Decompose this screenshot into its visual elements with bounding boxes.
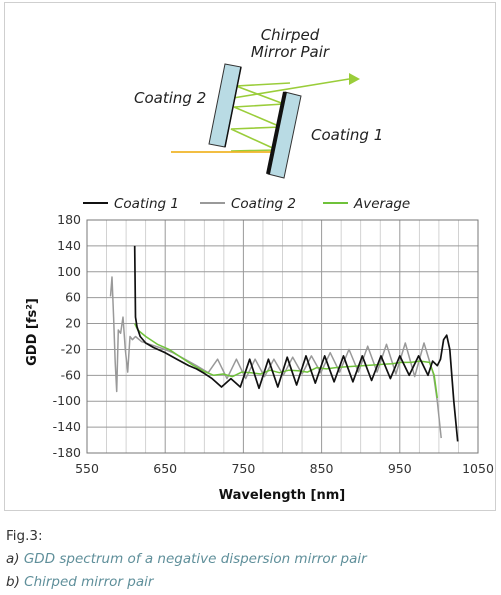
plot-border <box>86 219 479 454</box>
legend-label-coating1: Coating 1 <box>114 196 179 212</box>
x-tick-label: 1050 <box>462 461 494 476</box>
y-tick-labels: 180 140 100 60 20 -20 -60 -100 -140 -180 <box>53 212 81 460</box>
figure-canvas: Chirped Mirror Pair Coating 2 Coating 1 … <box>25 26 494 503</box>
chart-legend: Coating 1 Coating 2 Average <box>83 196 410 212</box>
y-tick-label: -180 <box>53 445 81 460</box>
series-line-coating-2 <box>109 276 442 439</box>
y-tick-label: 180 <box>57 212 81 227</box>
gdd-plot: 180 140 100 60 20 -20 -60 -100 -140 -180 550 650 75… <box>25 212 494 503</box>
coating2-mirror <box>208 63 242 148</box>
caption-line-b: b) Chirped mirror pair <box>6 574 153 590</box>
plot-grid <box>86 219 479 454</box>
x-tick-labels: 550 650 750 850 950 1050 <box>75 461 494 476</box>
caption-line-a: a) GDD spectrum of a negative dispersion… <box>6 551 367 567</box>
y-tick-label: 100 <box>57 264 81 279</box>
caption-a-text: GDD spectrum of a negative dispersion mi… <box>23 551 367 567</box>
x-tick-label: 850 <box>310 461 334 476</box>
legend-label-coating2: Coating 2 <box>231 196 296 212</box>
reflected-beams <box>230 78 350 152</box>
y-tick-label: 60 <box>65 290 81 305</box>
coating1-label: Coating 1 <box>311 126 383 144</box>
x-tick-label: 650 <box>153 461 177 476</box>
plot-series <box>109 245 459 442</box>
x-axis-title: Wavelength [nm] <box>219 488 345 503</box>
coating1-mirror <box>266 91 302 179</box>
y-tick-label: 20 <box>65 316 81 331</box>
coating2-label: Coating 2 <box>134 89 206 107</box>
diagram-title-line2: Mirror Pair <box>251 43 330 61</box>
y-axis-title: GDD [fs²] <box>25 298 40 366</box>
caption-b-prefix: b) <box>6 574 20 590</box>
y-tick-label: -20 <box>61 341 81 356</box>
figure-frame <box>4 2 496 511</box>
y-tick-label: 140 <box>57 238 81 253</box>
caption-a-prefix: a) <box>6 551 20 567</box>
series-line-coating-1 <box>133 245 459 442</box>
x-tick-label: 550 <box>75 461 99 476</box>
figure-caption-label: Fig.3: <box>6 528 43 544</box>
caption-b-text: Chirped mirror pair <box>24 574 154 590</box>
diagram-title-line1: Chirped <box>261 26 320 44</box>
y-tick-label: -60 <box>61 367 81 382</box>
mirror-diagram: Chirped Mirror Pair Coating 2 Coating 1 <box>134 26 383 179</box>
x-tick-label: 950 <box>388 461 412 476</box>
x-tick-label: 750 <box>231 461 255 476</box>
output-arrow-icon <box>349 73 360 85</box>
y-tick-label: -100 <box>53 393 81 408</box>
y-tick-label: -140 <box>53 419 81 434</box>
legend-label-average: Average <box>353 196 410 212</box>
